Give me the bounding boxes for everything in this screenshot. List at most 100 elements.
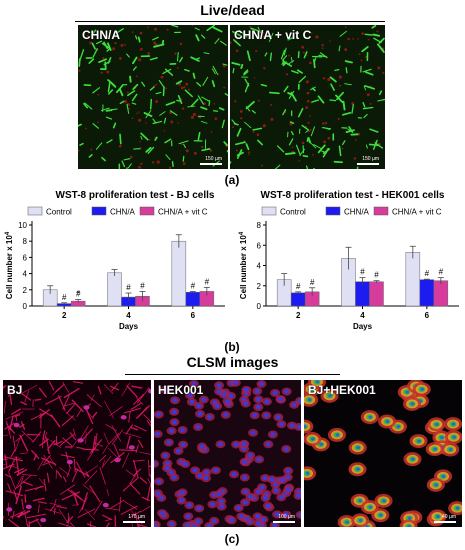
live-cell	[145, 146, 152, 153]
actin-fiber	[32, 497, 45, 502]
dead-cell	[147, 26, 149, 29]
dead-cell	[160, 75, 164, 79]
dead-cell	[235, 149, 238, 152]
actin-fiber	[91, 411, 98, 419]
actin-fiber	[31, 449, 40, 460]
x-tick-label: 2	[62, 311, 67, 320]
live-cell	[140, 135, 143, 140]
live-cell	[317, 144, 326, 154]
actin-fiber	[37, 501, 47, 504]
actin-fiber	[60, 454, 75, 459]
actin-fiber	[21, 474, 38, 476]
actin-fiber	[73, 493, 79, 506]
legend-label: CHN/A	[110, 208, 136, 217]
nucleus	[262, 475, 268, 481]
nucleus-blue	[328, 394, 332, 398]
dead-cell	[192, 112, 196, 117]
legend-label: CHN/A + vit C	[392, 208, 442, 217]
y-tick-label: 8	[257, 221, 262, 230]
live-dead-label-chna-vitc: CHN/A + vit C	[234, 28, 312, 42]
actin-fiber	[148, 459, 150, 477]
actin-fiber	[38, 387, 47, 398]
actin-fiber	[111, 429, 124, 445]
live-cell	[137, 36, 141, 43]
actin-fiber	[67, 488, 83, 501]
nucleus	[191, 524, 198, 527]
actin-fiber	[128, 411, 131, 423]
dead-cell	[327, 77, 331, 82]
clsm-title-rule	[125, 374, 340, 375]
nucleus	[272, 390, 278, 396]
live-cell	[132, 83, 139, 90]
actin-fiber	[72, 380, 84, 384]
live-cell	[208, 100, 211, 107]
dead-cell	[138, 111, 140, 113]
live-cell	[183, 143, 186, 149]
actin-fiber	[130, 402, 142, 411]
dead-cell	[324, 121, 328, 125]
nucleus	[284, 389, 290, 394]
nucleus	[218, 504, 225, 509]
live-cell	[240, 63, 244, 69]
dead-cell	[120, 44, 124, 47]
live-cell	[165, 154, 171, 161]
dead-cell	[97, 121, 99, 124]
live-cell	[307, 137, 312, 144]
nucleus-blue	[307, 398, 312, 402]
nucleus	[238, 514, 244, 519]
live-cell	[274, 164, 281, 169]
nucleus	[231, 472, 237, 477]
nucleus-blue	[385, 419, 390, 423]
nucleus	[280, 477, 286, 483]
actin-fiber	[136, 397, 144, 405]
nucleus	[285, 468, 291, 473]
y-tick-label: 6	[23, 253, 28, 262]
live-cell	[126, 53, 130, 58]
live-cell	[345, 129, 355, 133]
nucleus	[247, 453, 253, 458]
bar	[369, 281, 384, 307]
actin-fiber	[122, 477, 138, 492]
actin-fiber	[19, 452, 29, 455]
actin-fiber	[34, 485, 42, 491]
clsm-scalebar-bj-hek001: 40 µm	[434, 514, 456, 523]
actin-fiber	[41, 457, 57, 466]
actin-fiber	[137, 439, 144, 449]
nucleus	[265, 503, 271, 508]
live-cell	[92, 87, 101, 94]
clsm-scale-text-bj: 170 µm	[128, 514, 145, 520]
dead-cell	[239, 110, 243, 113]
dead-cell	[140, 162, 143, 166]
live-cell	[251, 110, 256, 114]
dead-cell	[337, 117, 340, 120]
live-cell	[234, 141, 246, 146]
nucleus	[298, 512, 301, 518]
dead-cell	[261, 164, 263, 167]
clsm-label-bj: BJ	[7, 383, 23, 397]
live-cell	[243, 71, 249, 76]
nucleus	[255, 404, 261, 410]
live-cell	[155, 91, 162, 95]
live-cell	[291, 70, 299, 74]
live-cell	[289, 121, 295, 124]
nucleus	[270, 432, 276, 437]
bar	[171, 240, 187, 307]
nucleus	[241, 441, 247, 447]
live-cell	[245, 105, 251, 112]
dead-cell	[306, 91, 310, 95]
nucleus	[254, 389, 260, 394]
live-cell	[313, 144, 323, 150]
nucleus	[256, 457, 262, 462]
actin-fiber	[85, 471, 90, 478]
nucleus	[263, 413, 269, 418]
actin-fiber	[8, 518, 20, 527]
dead-cell	[139, 47, 143, 51]
actin-fiber	[146, 420, 151, 428]
dead-cell	[306, 54, 308, 56]
actin-fiber	[53, 498, 57, 507]
live-cell	[246, 50, 251, 62]
actin-fiber	[15, 433, 25, 442]
dead-cell	[328, 40, 331, 42]
actin-fiber	[63, 387, 80, 399]
nucleus	[191, 381, 197, 387]
